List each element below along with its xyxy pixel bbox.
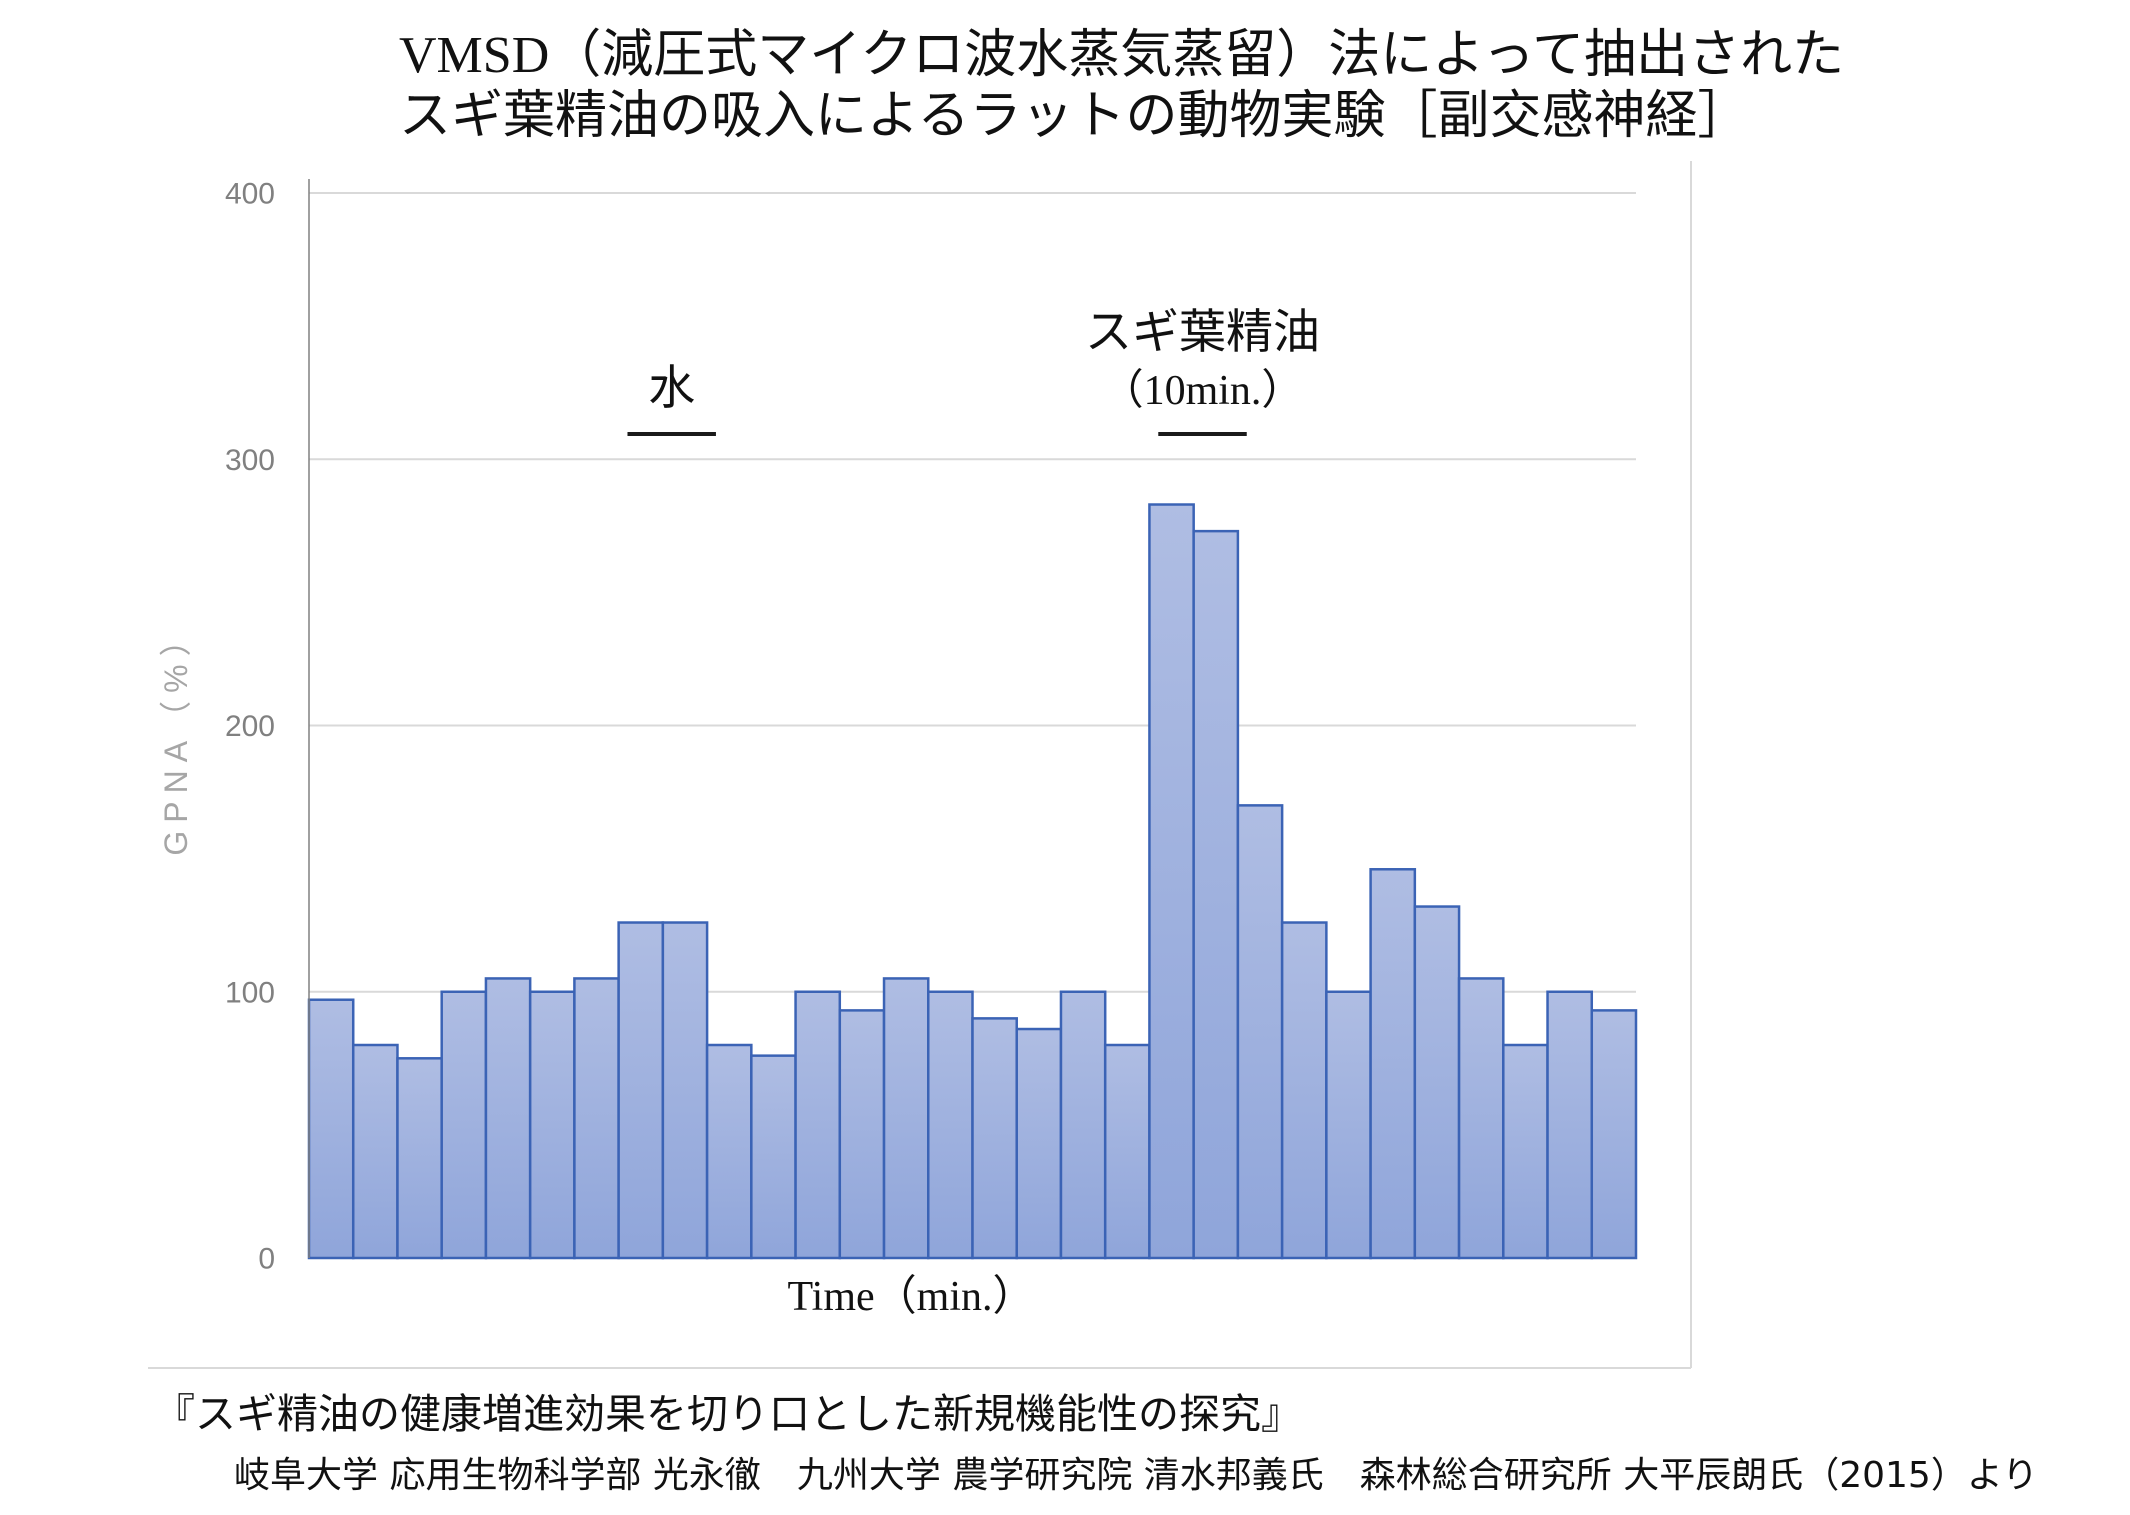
chart-title-line2: スギ葉精油の吸入によるラットの動物実験［副交感神経］ [399,86,1750,146]
bar [971,1017,1018,1260]
bar [750,1054,797,1260]
bar [1103,1043,1151,1260]
y-tick-label: 200 [225,710,275,743]
y-tick-labels: 0 100 200 300 400 [225,178,275,1276]
bar [1015,1027,1063,1260]
bar [1280,921,1328,1260]
bar [440,990,488,1260]
chart-title-acronym: VMSD [399,27,550,84]
y-tick-label: 300 [225,444,275,477]
bar [396,1057,443,1260]
bar [1413,905,1461,1260]
source-publication-title: 『スギ精油の健康増進効果を切り口とした新規機能性の探究』 [154,1390,1302,1438]
bar [882,977,930,1260]
y-tick-label: 100 [225,976,275,1009]
bar [1148,503,1195,1260]
annotation-label: 水 [648,361,695,416]
y-tick-label: 400 [225,178,275,211]
bar [351,1043,399,1260]
bar [1457,977,1505,1260]
y-axis-label: GPNA（%） [158,616,194,855]
bar [1369,868,1417,1260]
bar [1590,1009,1638,1260]
bar [838,1009,886,1260]
chart-title-line1: VMSD（減圧式マイクロ波水蒸気蒸留）法によって抽出された [399,25,1844,86]
bar [484,977,532,1260]
bar [1192,529,1240,1260]
bar [1546,990,1594,1260]
chart-title-line1-text: （減圧式マイクロ波水蒸気蒸留）法によって抽出された [549,25,1845,85]
bar [573,977,620,1260]
bar [705,1043,753,1260]
bar [307,998,355,1260]
bar [661,921,709,1260]
bar [1502,1043,1549,1260]
bar [794,990,842,1260]
bars [307,503,1638,1260]
bar [1236,804,1284,1260]
bar [927,990,974,1260]
bar [528,990,576,1260]
bar [617,921,665,1260]
bar [1325,990,1372,1260]
x-axis-label: Time（min.） [788,1274,1035,1320]
annotation-label: （10min.） [1102,368,1304,414]
annotations: 水 スギ葉精油 （10min.） [627,305,1320,436]
annotation-label: スギ葉精油 [1085,305,1320,360]
y-tick-label: 0 [258,1243,275,1276]
bar [1059,990,1107,1260]
source-credits: 岐阜大学 応用生物科学部 光永徹 九州大学 農学研究院 清水邦義氏 森林総合研究… [234,1455,2039,1496]
